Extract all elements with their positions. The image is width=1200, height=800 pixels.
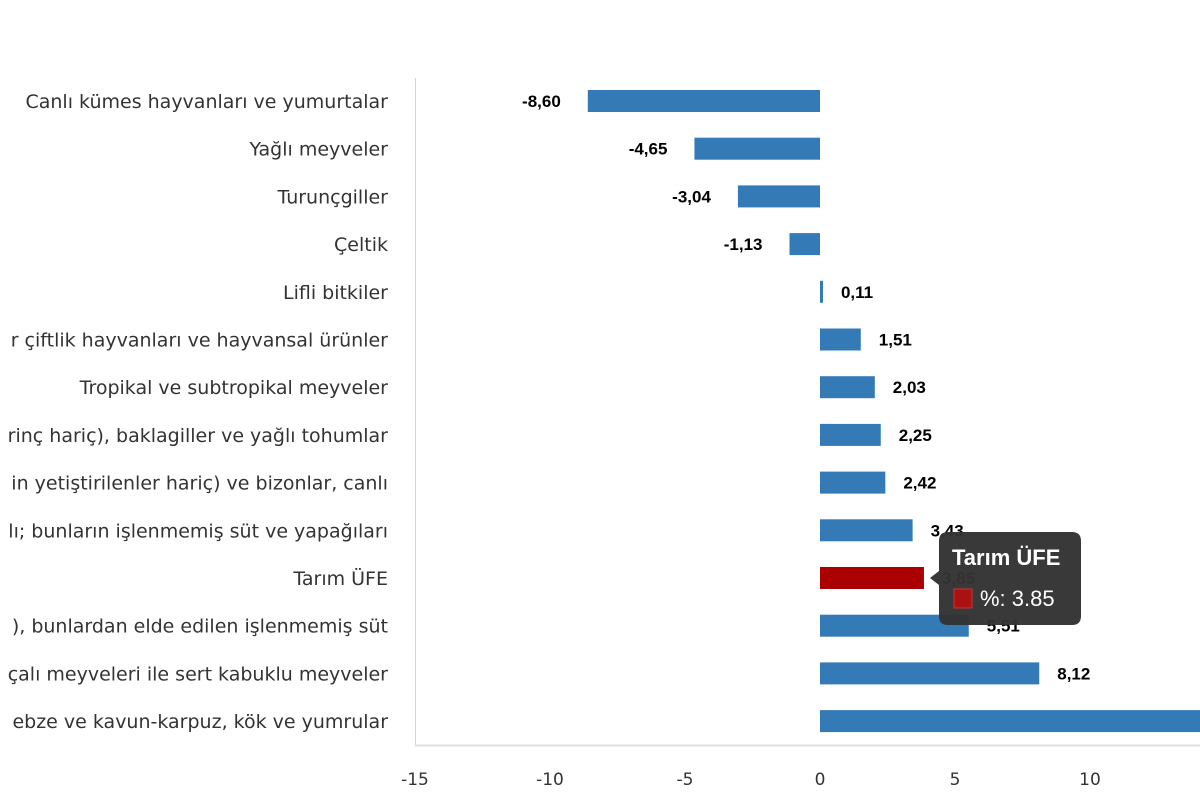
data-label: 0,11 <box>841 283 873 302</box>
bar[interactable] <box>820 328 861 351</box>
category-label: Turunçgiller <box>276 186 388 208</box>
data-label: -1,13 <box>724 235 763 254</box>
data-label: 8,12 <box>1057 664 1090 683</box>
bar[interactable] <box>820 710 1200 733</box>
data-label: 2,42 <box>903 474 936 493</box>
bar[interactable] <box>694 137 820 160</box>
category-label: Lifli bitkiler <box>283 282 388 304</box>
category-label: ebze ve kavun-karpuz, kök ve yumrular <box>12 711 388 733</box>
data-label: 2,03 <box>893 378 926 397</box>
category-label: lı; bunların işlenmemiş süt ve yapağılar… <box>8 520 388 542</box>
data-label: -4,65 <box>629 140 668 159</box>
data-label: 1,51 <box>879 331 912 350</box>
x-tick-label: -5 <box>677 770 694 790</box>
bar[interactable] <box>820 567 924 589</box>
category-label: Yağlı meyveler <box>249 139 389 161</box>
data-label: -3,04 <box>672 187 711 206</box>
bar[interactable] <box>820 519 913 542</box>
x-tick-label: 5 <box>950 770 961 790</box>
category-label: in yetiştirilenler hariç) ve bizonlar, c… <box>11 473 388 495</box>
bar[interactable] <box>737 185 820 208</box>
tooltip-value: %: 3.85 <box>980 586 1055 611</box>
category-label: çalı meyveleri ile sert kabuklu meyveler <box>8 663 388 685</box>
data-label: -8,60 <box>522 92 561 111</box>
bar[interactable] <box>587 90 820 112</box>
bar[interactable] <box>820 280 823 303</box>
tooltip-series-swatch <box>953 588 973 609</box>
bar[interactable] <box>820 423 881 446</box>
bar[interactable] <box>789 233 820 256</box>
category-label: Çeltik <box>334 234 388 256</box>
bar[interactable] <box>820 471 886 494</box>
category-label: rinç hariç), baklagiller ve yağlı tohuml… <box>8 425 389 447</box>
data-label: 2,25 <box>899 426 932 445</box>
x-tick-label: -15 <box>401 770 429 790</box>
x-tick-label: 10 <box>1079 770 1101 790</box>
tooltip: Tarım ÜFE %: 3.85 <box>930 532 1081 625</box>
category-label: ), bunlardan elde edilen işlenmemiş süt <box>12 616 388 638</box>
x-tick-label: 0 <box>815 770 826 790</box>
category-label: Tarım ÜFE <box>292 567 388 590</box>
bar[interactable] <box>820 614 969 637</box>
category-label: r çiftlik hayvanları ve hayvansal ürünle… <box>11 330 388 352</box>
category-label: Tropikal ve subtropikal meyveler <box>79 377 389 399</box>
tooltip-title: Tarım ÜFE <box>952 545 1060 570</box>
bar[interactable] <box>820 376 875 399</box>
category-label: Canlı kümes hayvanları ve yumurtalar <box>25 91 388 113</box>
bar[interactable] <box>820 662 1040 685</box>
x-tick-label: -10 <box>536 770 564 790</box>
